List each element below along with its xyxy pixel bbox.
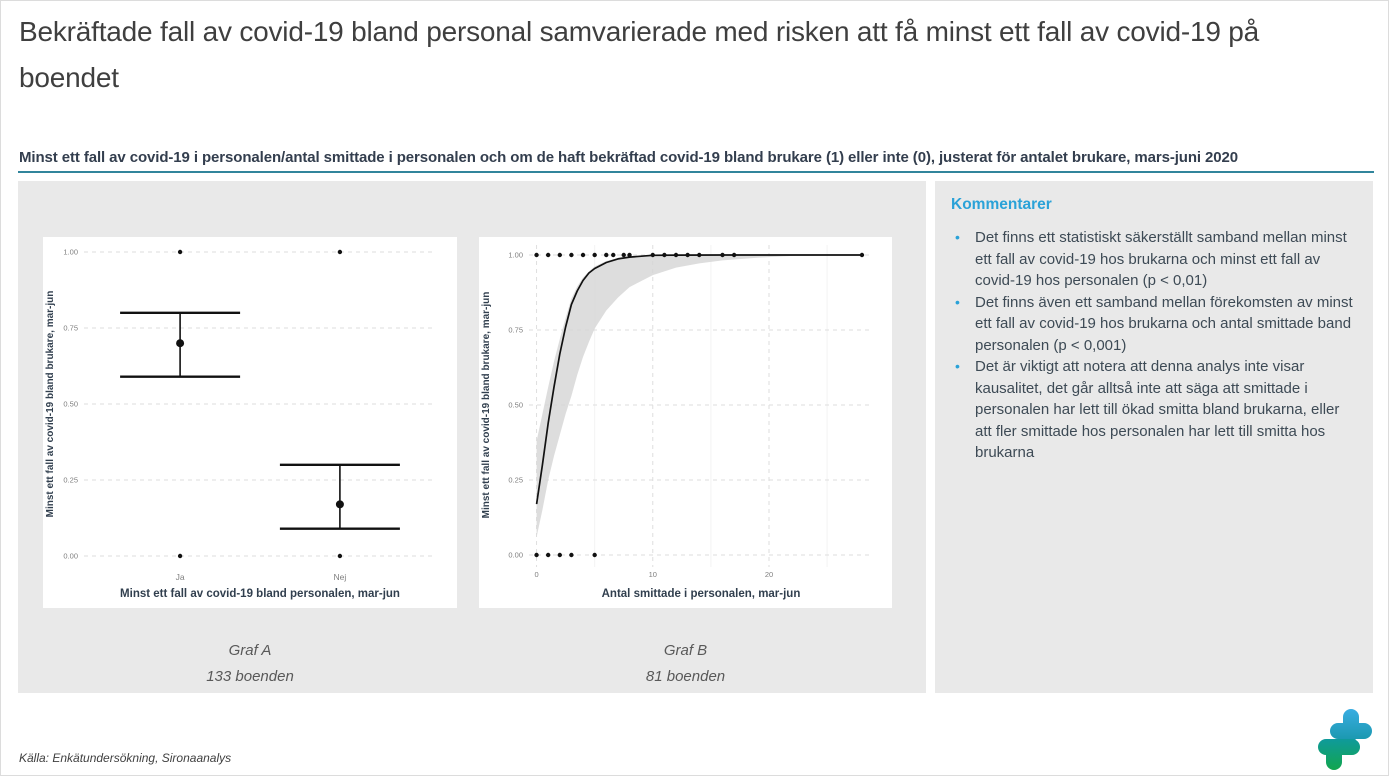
svg-text:20: 20 — [765, 570, 773, 579]
svg-text:0: 0 — [534, 570, 538, 579]
comments-list: Det finns ett statistiskt säkerställt sa… — [951, 227, 1357, 464]
graf-b-caption-count: 81 boenden — [645, 668, 726, 685]
svg-text:0.50: 0.50 — [63, 400, 78, 409]
svg-text:Minst ett fall av covid-19 bla: Minst ett fall av covid-19 bland brukare… — [481, 292, 492, 519]
comment-bullet: Det är viktigt att notera att denna anal… — [951, 356, 1357, 464]
svg-text:Ja: Ja — [176, 572, 185, 582]
svg-text:0.00: 0.00 — [508, 551, 523, 560]
comment-bullet: Det finns ett statistiskt säkerställt sa… — [951, 227, 1357, 292]
graf-a-canvas: 0.00 0.25 0.50 0.75 1.00 Minst ett fall av co… — [45, 248, 436, 600]
sirona-logo-icon — [1316, 707, 1376, 773]
svg-text:Antal smittade i personalen, m: Antal smittade i personalen, mar-jun — [602, 588, 801, 600]
page-title: Bekräftade fall av covid-19 bland person… — [19, 16, 1260, 93]
svg-text:0.75: 0.75 — [508, 326, 523, 335]
slide-subtitle: Minst ett fall av covid-19 i personalen/… — [19, 149, 1239, 166]
svg-text:0.25: 0.25 — [63, 476, 78, 485]
source-note: Källa: Enkätundersökning, Sironaanalys — [19, 751, 232, 765]
svg-text:0.25: 0.25 — [508, 476, 523, 485]
svg-text:Minst ett fall av covid-19 bla: Minst ett fall av covid-19 bland persona… — [120, 588, 400, 600]
svg-text:0.50: 0.50 — [508, 401, 523, 410]
graf-b-caption: Graf B 81 boenden — [479, 638, 892, 690]
svg-text:Nej: Nej — [334, 572, 347, 582]
graf-a-caption-count: 133 boenden — [206, 668, 294, 685]
graf-a-caption-title: Graf A — [228, 642, 272, 659]
graf-b-caption-title: Graf B — [663, 642, 708, 659]
graf-a-caption: Graf A 133 boenden — [43, 638, 457, 690]
svg-text:Minst ett fall av covid-19 bla: Minst ett fall av covid-19 bland brukare… — [45, 291, 56, 518]
svg-text:1.00: 1.00 — [63, 248, 78, 257]
sirona-logo-svg — [1318, 709, 1372, 770]
subtitle-divider — [18, 171, 1374, 173]
comments-panel: Kommentarer Det finns ett statistiskt sä… — [935, 181, 1373, 693]
comment-bullet: Det finns även ett samband mellan föreko… — [951, 292, 1357, 357]
svg-text:0.00: 0.00 — [63, 552, 78, 561]
comments-heading: Kommentarer — [951, 196, 1052, 213]
graf-b-chart: 0 10 20 0.00 0.25 0.50 0.75 1.00 Minst ett fall … — [479, 237, 892, 608]
svg-text:10: 10 — [649, 570, 657, 579]
graf-b-canvas: 0 10 20 0.00 0.25 0.50 0.75 1.00 Minst ett fall … — [481, 245, 873, 600]
svg-text:0.75: 0.75 — [63, 324, 78, 333]
charts-panel: 0.00 0.25 0.50 0.75 1.00 Minst ett fall av co… — [18, 181, 926, 693]
svg-text:1.00: 1.00 — [508, 251, 523, 260]
graf-a-chart: 0.00 0.25 0.50 0.75 1.00 Minst ett fall av co… — [43, 237, 457, 608]
